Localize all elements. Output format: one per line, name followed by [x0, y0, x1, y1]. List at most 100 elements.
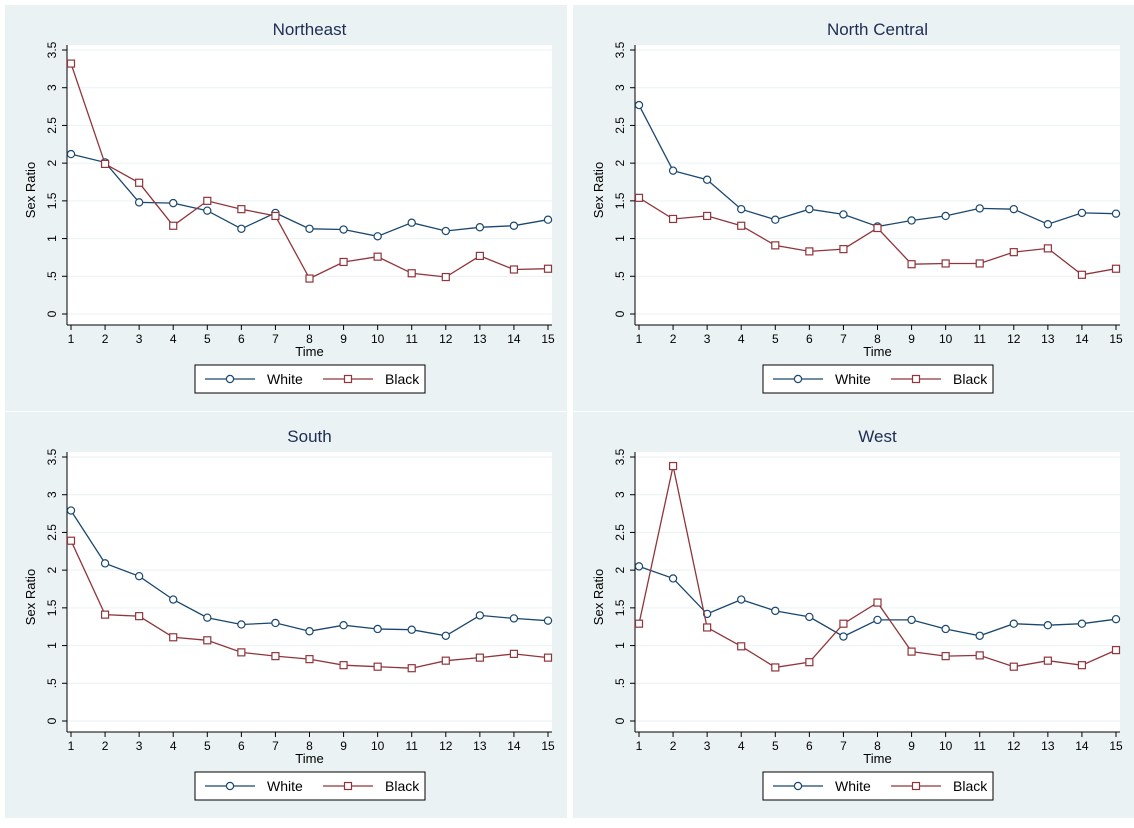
x-tick-label: 6	[238, 332, 245, 346]
x-tick-label: 3	[704, 739, 711, 753]
data-point-black	[634, 619, 644, 628]
data-point-white	[873, 615, 882, 625]
y-tick-label: 0	[613, 717, 627, 724]
x-tick-label: 11	[405, 332, 418, 346]
data-point-black	[100, 159, 110, 168]
data-point-black	[771, 663, 780, 672]
chart-title: South	[287, 427, 331, 446]
x-tick-label: 1	[68, 332, 75, 346]
plot-area	[67, 452, 552, 732]
data-point-white	[100, 559, 110, 568]
data-point-black	[135, 178, 144, 187]
x-tick-label: 10	[371, 739, 385, 753]
x-tick-label: 8	[874, 739, 881, 753]
y-tick-label: 2	[613, 566, 627, 573]
y-axis-label: Sex Ratio	[591, 569, 606, 625]
x-tick-label: 7	[272, 332, 279, 346]
x-tick-label: 9	[340, 739, 347, 753]
data-point-white	[237, 224, 246, 233]
data-point-black	[873, 598, 882, 607]
data-point-black	[907, 260, 916, 269]
y-tick-label: 3.5	[45, 448, 59, 465]
x-tick-label: 7	[272, 739, 279, 753]
x-tick-label: 5	[772, 739, 779, 753]
y-tick-label: 3	[45, 491, 59, 498]
data-point-white	[1043, 621, 1053, 630]
data-point-white	[702, 175, 712, 184]
x-tick-label: 2	[670, 332, 677, 346]
y-tick-label: .5	[613, 678, 627, 688]
legend: White Black	[762, 771, 994, 801]
data-point-black	[839, 245, 848, 254]
x-tick-label: 12	[439, 739, 453, 753]
data-point-black	[634, 193, 644, 202]
x-tick-label: 3	[136, 739, 143, 753]
data-point-white	[907, 216, 916, 225]
data-point-white	[339, 621, 348, 630]
data-point-white	[407, 625, 416, 634]
legend-marker-white	[793, 781, 803, 791]
y-tick-label: 2	[45, 159, 59, 166]
data-point-white	[1111, 614, 1121, 624]
x-tick-label: 8	[306, 739, 313, 753]
y-tick-label: .5	[45, 271, 59, 281]
data-point-black	[339, 257, 348, 267]
data-point-black	[441, 272, 450, 282]
x-tick-label: 14	[1075, 739, 1089, 753]
data-point-white	[805, 204, 814, 214]
data-point-white	[1009, 204, 1018, 214]
data-point-black	[1077, 270, 1087, 279]
chart-title: Northeast	[273, 20, 347, 39]
data-point-black	[271, 211, 280, 221]
data-point-white	[373, 624, 382, 634]
data-point-white	[1043, 220, 1053, 229]
data-point-white	[407, 218, 416, 227]
x-tick-label: 13	[473, 739, 487, 753]
y-tick-label: .5	[45, 678, 59, 688]
data-point-black	[543, 264, 553, 273]
data-point-black	[271, 652, 280, 661]
x-tick-label: 11	[973, 739, 986, 753]
y-tick-label: 0	[613, 310, 627, 317]
data-point-white	[475, 223, 485, 232]
data-point-white	[134, 571, 144, 581]
data-point-white	[805, 612, 814, 622]
y-axis-label: Sex Ratio	[23, 162, 38, 218]
x-tick-label: 15	[1109, 332, 1123, 346]
chart-title: West	[858, 427, 897, 446]
y-tick-label: 3.5	[613, 41, 627, 58]
data-point-white	[941, 211, 950, 221]
legend-marker-black	[343, 781, 353, 791]
data-point-black	[373, 252, 382, 261]
panel-northeast: 0.511.522.533.51 2 3 4 5 6 7 8 9 10 11 12 13 14 15Nort…	[5, 5, 567, 411]
data-point-black	[543, 653, 553, 662]
legend-marker-black	[343, 374, 353, 384]
x-tick-label: 12	[439, 332, 453, 346]
legend-marker-white	[225, 781, 235, 791]
data-point-white	[339, 225, 348, 234]
data-point-black	[135, 612, 144, 621]
y-tick-label: 2.5	[613, 524, 627, 541]
data-point-black	[1111, 264, 1121, 273]
x-axis-label: Time	[295, 751, 323, 766]
data-point-black	[509, 649, 519, 658]
y-tick-label: 1.5	[45, 192, 59, 209]
legend-label-black: Black	[953, 371, 988, 387]
data-point-black	[703, 623, 712, 632]
data-point-white	[1077, 619, 1087, 628]
plot-area	[635, 45, 1120, 325]
x-tick-label: 5	[772, 332, 779, 346]
data-point-black	[941, 652, 950, 661]
x-tick-label: 13	[1041, 332, 1055, 346]
x-tick-label: 12	[1007, 739, 1021, 753]
data-point-black	[66, 536, 76, 545]
data-point-white	[975, 204, 984, 213]
data-point-black	[169, 221, 178, 230]
data-point-white	[771, 215, 780, 224]
x-tick-label: 10	[939, 332, 953, 346]
data-point-black	[805, 658, 814, 667]
data-point-black	[668, 461, 678, 471]
legend-label-black: Black	[385, 778, 420, 794]
y-axis-label: Sex Ratio	[23, 569, 38, 625]
x-tick-label: 4	[170, 739, 177, 753]
